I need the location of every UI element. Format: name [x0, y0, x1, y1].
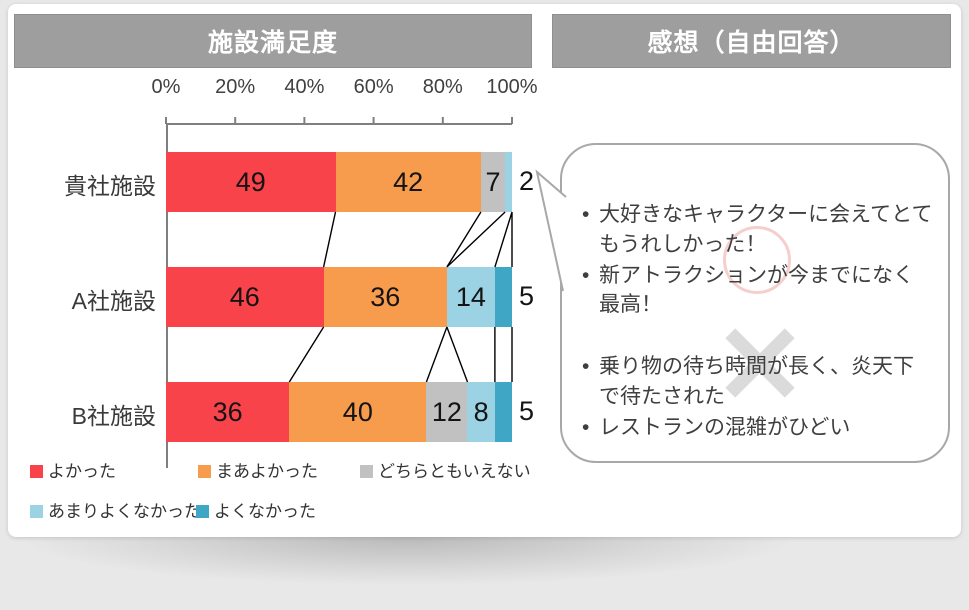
segment-value-label: 36 [212, 396, 243, 427]
segment-value-label-outside: 5 [519, 396, 535, 426]
x-axis-tick-label: 60% [353, 76, 394, 98]
bar-segment [289, 382, 427, 442]
comments-panel-header: 感想（自由回答） [552, 14, 951, 68]
x-axis-tick-label: 100% [486, 76, 538, 98]
comment-item: • 大好きなキャラクターに会えてとてもうれしかった！ [582, 200, 934, 260]
bar-segment [426, 382, 468, 442]
chart-panel-title: 施設満足度 [207, 29, 338, 57]
legend-label: よかった [48, 462, 116, 481]
legend-swatch [30, 505, 43, 518]
segment-value-label-outside: 5 [519, 281, 535, 311]
segment-value-label: 46 [229, 281, 260, 312]
bar-segment [505, 152, 512, 212]
segment-value-label: 7 [485, 166, 501, 197]
legend-item: まあよかった [198, 457, 318, 482]
bar-segment [166, 382, 290, 442]
bullet-icon: • [582, 355, 590, 379]
segment-value-label: 14 [455, 281, 486, 312]
comment-text: 大好きなキャラクターに会えてとてもうれしかった！ [599, 203, 933, 256]
legend-item: どちらともいえない [360, 457, 531, 482]
comment-item: • レストランの混雑がひどい [582, 413, 934, 443]
legend-label: どちらともいえない [378, 462, 531, 481]
bullet-icon: • [582, 415, 590, 439]
bar-segment [166, 152, 336, 212]
x-axis-tick-label: 40% [284, 76, 325, 98]
segment-value-label: 8 [473, 396, 489, 427]
bar-segment [335, 152, 481, 212]
segment-value-label-outside: 2 [519, 166, 535, 196]
x-axis-tick-label: 20% [215, 76, 256, 98]
category-label: B社施設 [71, 403, 156, 429]
comment-text: 新アトラクションが今までになく最高！ [599, 263, 914, 317]
card-drop-shadow [25, 537, 935, 599]
legend-swatch [360, 465, 373, 478]
comments-content: • 大好きなキャラクターに会えてとてもうれしかった！ • 新アトラクションが今までにな… [582, 200, 934, 444]
comment-item: • 新アトラクションが今までになく最高！ [582, 261, 934, 321]
legend-swatch [196, 505, 209, 518]
comments-panel-title: 感想（自由回答） [647, 29, 856, 57]
legend-swatch [198, 465, 211, 478]
x-axis-tick-label: 0% [151, 76, 181, 98]
bullet-icon: • [582, 263, 590, 287]
comment-text: レストランの混雑がひどい [599, 415, 851, 439]
x-axis-tick-label: 80% [422, 76, 463, 98]
comment-text: 乗り物の待ち時間が長く、炎天下で待たされた [599, 355, 914, 409]
legend-swatch [30, 465, 43, 478]
legend-label: まあよかった [216, 462, 318, 481]
bar-segment [467, 382, 495, 442]
segment-value-label: 42 [393, 166, 424, 197]
maru-circle-watermark-icon [723, 226, 791, 294]
category-label: 貴社施設 [64, 173, 156, 199]
category-label: A社施設 [71, 288, 156, 314]
segment-value-label: 36 [370, 281, 401, 312]
comments-speech-bubble [560, 143, 950, 463]
bar-segment [480, 152, 506, 212]
legend-item: よかった [30, 457, 116, 482]
segment-value-label: 49 [235, 166, 266, 197]
positive-comments-list: • 大好きなキャラクターに会えてとてもうれしかった！ • 新アトラクションが今までにな… [582, 200, 934, 320]
legend-item: よくなかった [196, 497, 316, 522]
chart-panel-header: 施設満足度 [14, 14, 532, 68]
legend-item: あまりよくなかった [30, 497, 201, 522]
segment-value-label: 40 [342, 396, 373, 427]
legend-label: よくなかった [214, 502, 316, 521]
comment-item: • 乗り物の待ち時間が長く、炎天下で待たされた [582, 352, 934, 412]
legend-label: あまりよくなかった [48, 502, 201, 521]
negative-comments-list: • 乗り物の待ち時間が長く、炎天下で待たされた • レストランの混雑がひどい [582, 352, 934, 442]
bar-segment [494, 382, 512, 442]
bullet-icon: • [582, 203, 590, 226]
segment-value-label: 12 [431, 396, 462, 427]
bar-segment [494, 267, 512, 327]
